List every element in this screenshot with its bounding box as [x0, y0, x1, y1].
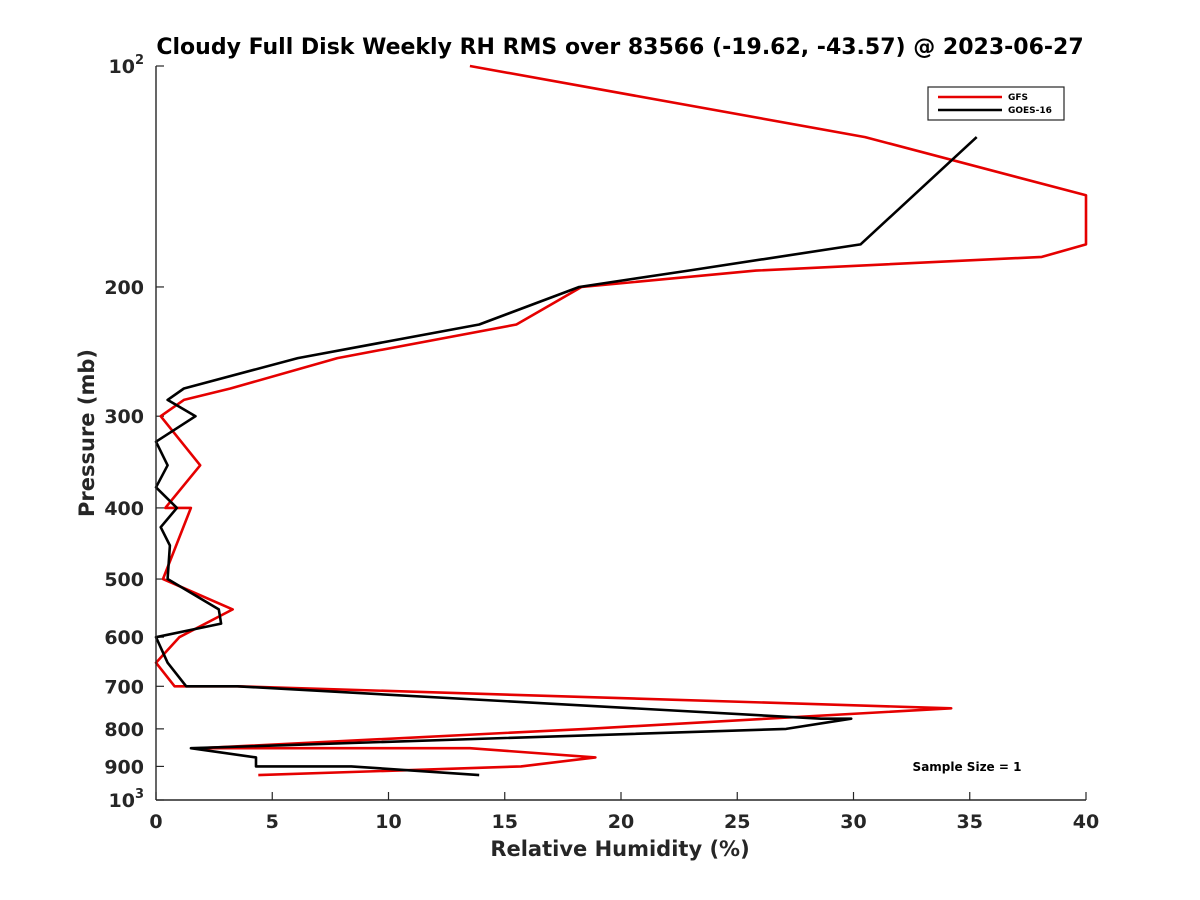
y-tick-label: 200 [104, 277, 144, 299]
series-line-goes-16 [154, 136, 978, 777]
y-tick-label: 400 [104, 498, 144, 520]
legend-box [927, 86, 1065, 121]
legend: GFS GOES-16 [927, 86, 1065, 121]
y-tick-label: 700 [104, 676, 144, 698]
chart-title: Cloudy Full Disk Weekly RH RMS over 8356… [156, 35, 1083, 60]
x-tick-label: 20 [608, 811, 634, 833]
sample-size-annotation: Sample Size = 1 [913, 760, 1022, 774]
x-tick-label: 0 [149, 811, 162, 833]
x-tick-label: 35 [957, 811, 983, 833]
y-tick-label: 500 [104, 569, 144, 591]
x-tick-label: 15 [492, 811, 518, 833]
tick-labels: 0 5 10 15 20 25 30 35 40 102 200 300 400 500 600 700 800… [104, 53, 1099, 833]
legend-entry-label: GOES-16 [1008, 106, 1052, 116]
y-tick-label: 103 [109, 787, 145, 812]
legend-entry-label: GFS [1008, 93, 1028, 103]
y-tick-label: 800 [104, 719, 144, 741]
x-axis-label: Relative Humidity (%) [490, 837, 749, 861]
x-tick-label: 10 [375, 811, 401, 833]
y-tick-label: 900 [104, 756, 144, 778]
y-tick-label: 102 [109, 53, 145, 78]
y-axis-label: Pressure (mb) [75, 349, 99, 517]
x-tick-label: 30 [840, 811, 866, 833]
axes [155, 66, 1086, 801]
x-tick-label: 25 [724, 811, 750, 833]
x-tick-label: 40 [1073, 811, 1099, 833]
series-line-gfs [154, 64, 1088, 777]
series-layer [154, 64, 1088, 777]
y-tick-label: 300 [104, 406, 144, 428]
x-tick-label: 5 [266, 811, 279, 833]
y-tick-label: 600 [104, 627, 144, 649]
